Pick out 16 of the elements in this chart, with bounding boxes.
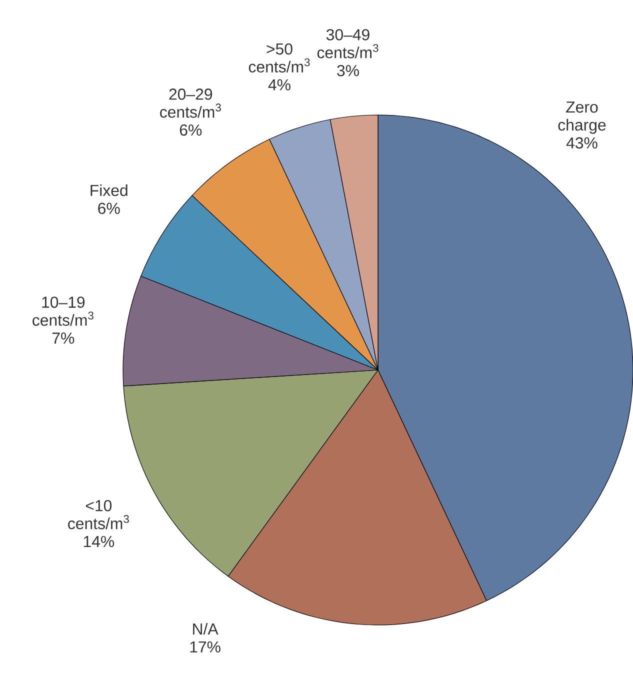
data-label: 17% bbox=[190, 641, 220, 653]
slice-label: Fixed bbox=[90, 184, 128, 196]
slice-label: 30–49 cents/m$^{3}$ bbox=[317, 29, 378, 58]
data-label: 6% bbox=[180, 124, 202, 136]
data-label: 14% bbox=[84, 536, 114, 548]
slice-label: 10–19 cents/m$^{3}$ bbox=[32, 296, 94, 326]
data-label: 6% bbox=[98, 202, 120, 214]
data-label: 4% bbox=[268, 79, 290, 90]
data-label: 7% bbox=[52, 332, 74, 344]
data-label: 43% bbox=[566, 137, 598, 149]
slice-label: N/A bbox=[192, 622, 218, 635]
slice-label: 20–29 cents/m$^{3}$ bbox=[160, 88, 221, 118]
data-label: 3% bbox=[336, 64, 359, 76]
slice-label: >50 cents/m$^{3}$ bbox=[248, 43, 310, 73]
slice-label: <10 cents/m$^{3}$ bbox=[68, 500, 129, 530]
slice-label: Zero charge bbox=[558, 102, 606, 134]
